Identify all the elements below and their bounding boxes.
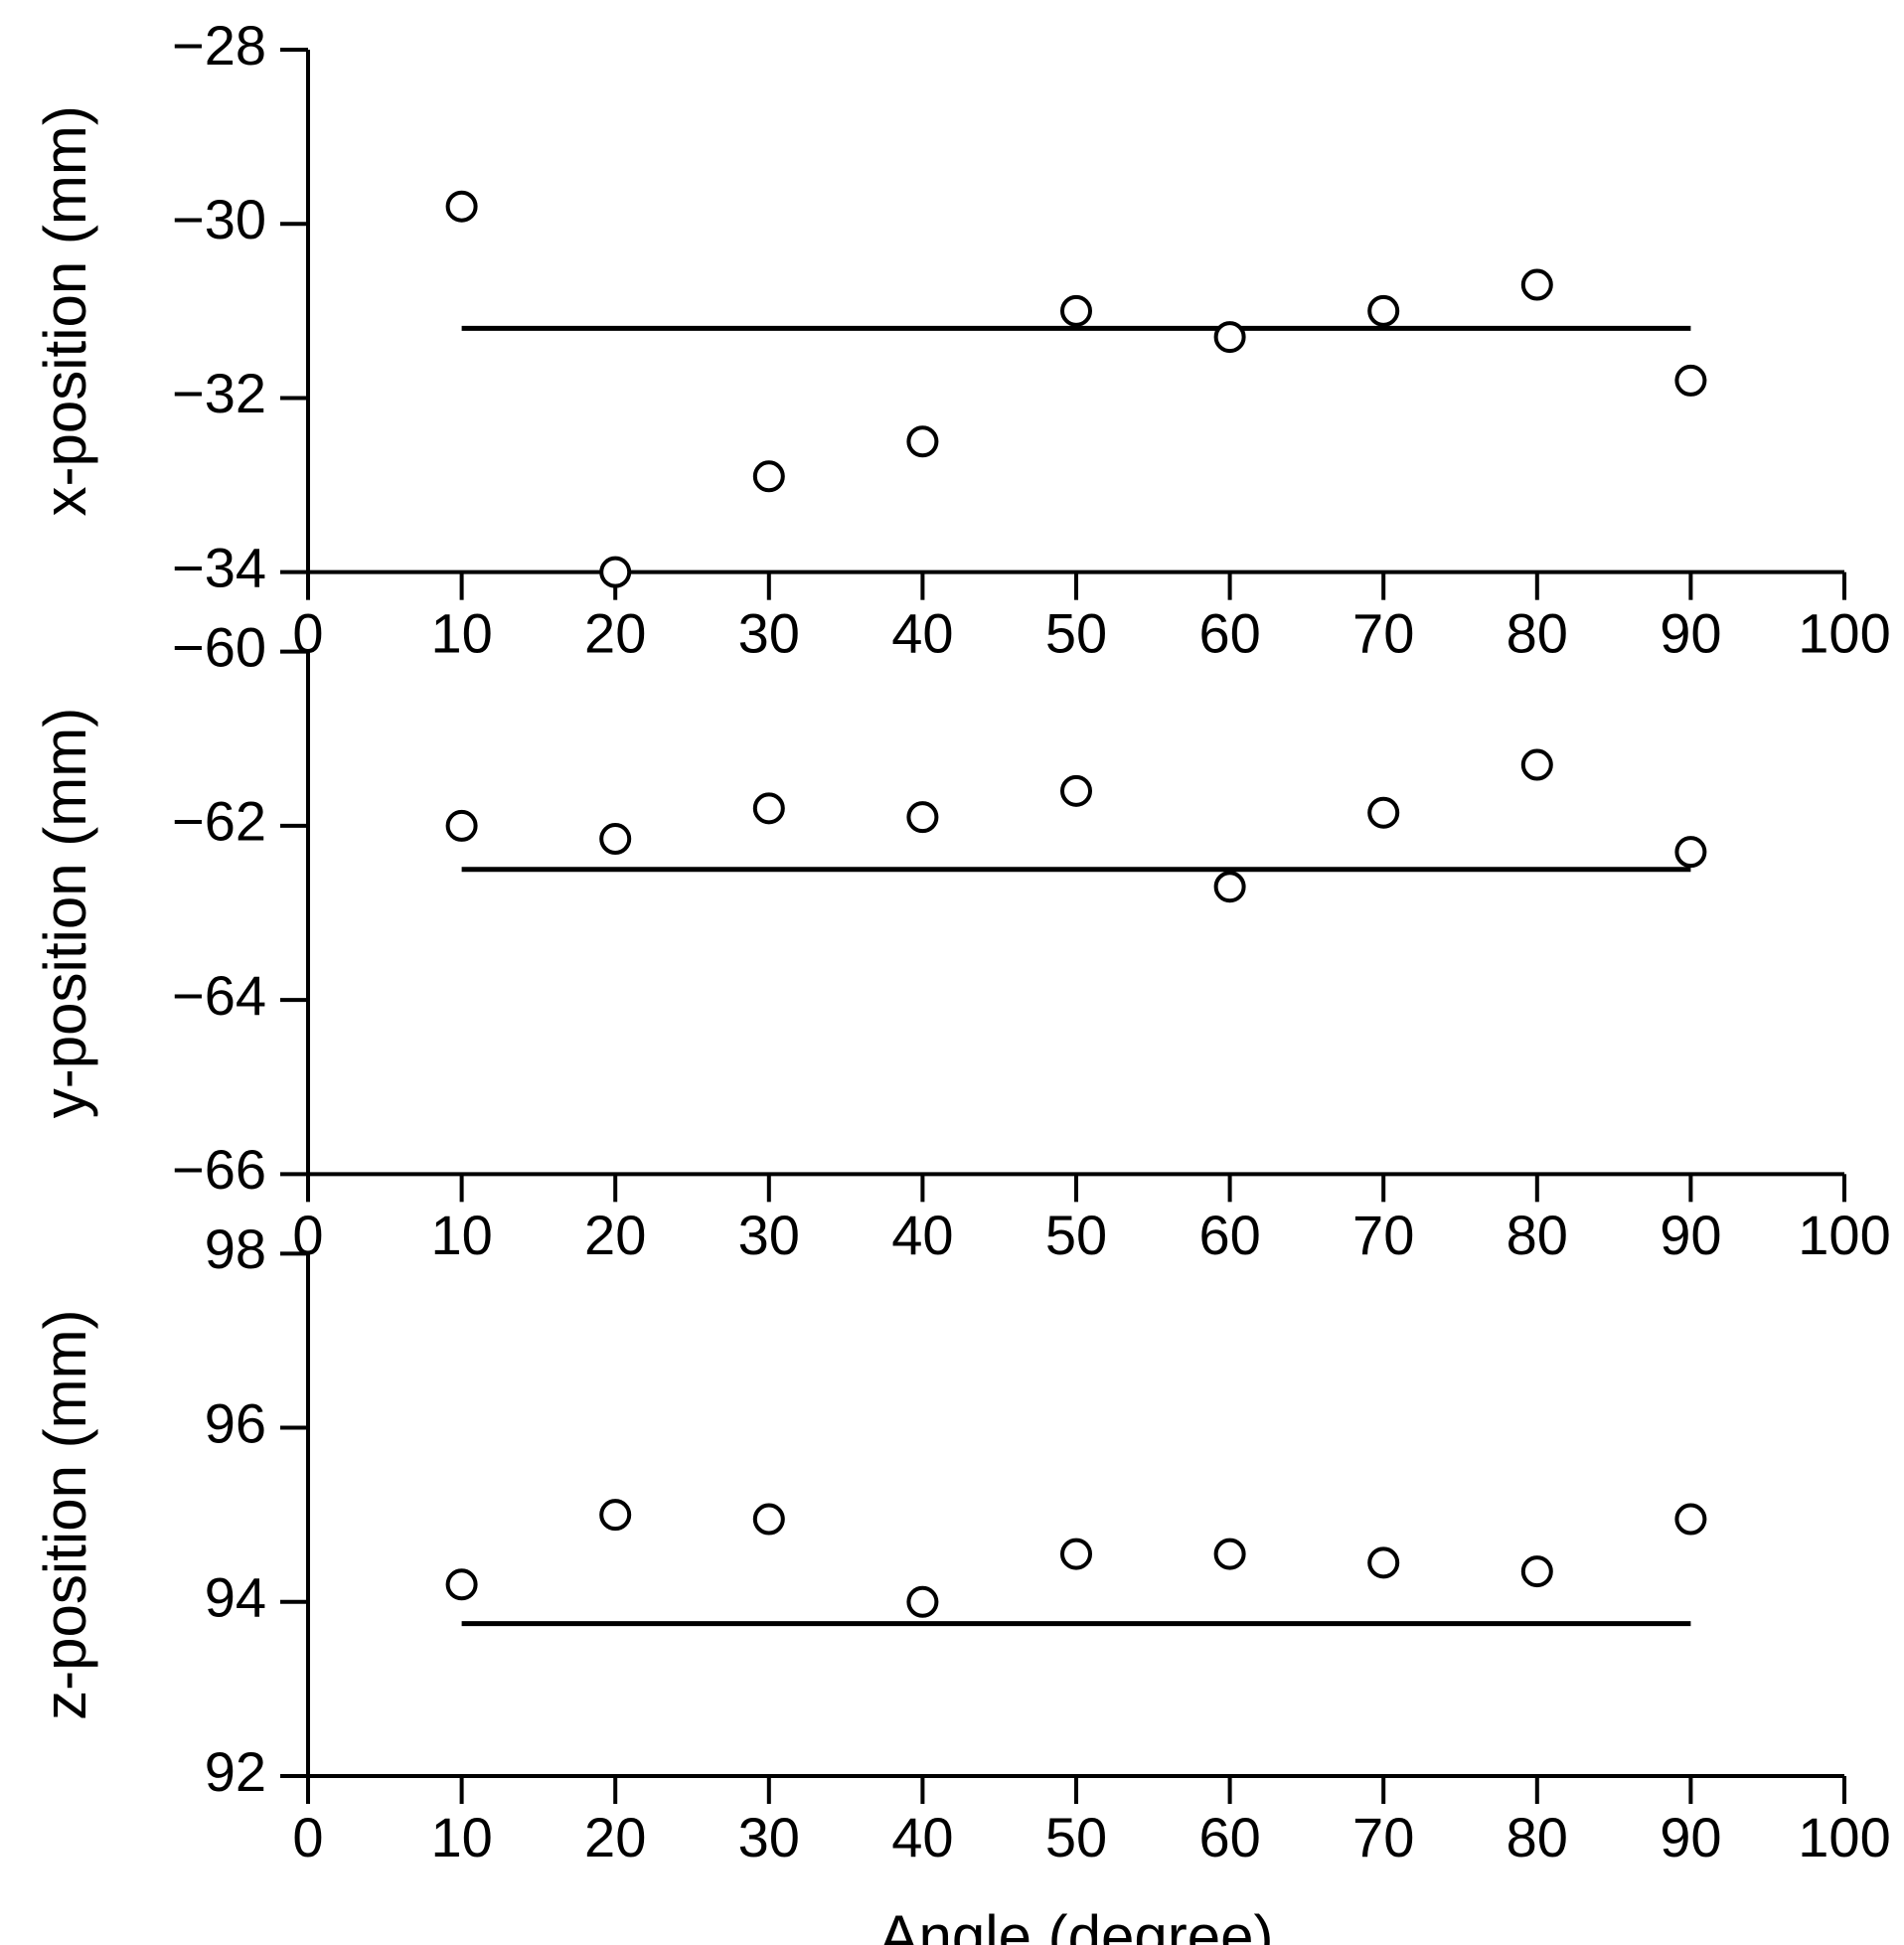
chart-svg: 0 10 20 30 40 50 60 70 80 90 100 −34 −32 −30 −28 x-posi… <box>0 0 1904 1945</box>
y-tick-label: 98 <box>205 1217 266 1280</box>
data-marker <box>601 559 629 586</box>
data-marker <box>1062 297 1090 325</box>
data-marker <box>1216 1540 1244 1568</box>
data-marker <box>448 193 476 221</box>
background <box>0 0 1904 1945</box>
x-tick-label: 10 <box>430 1806 492 1868</box>
data-marker <box>755 462 783 490</box>
data-marker <box>1676 838 1704 866</box>
data-marker <box>601 825 629 853</box>
x-tick-label: 100 <box>1798 1204 1890 1266</box>
x-tick-label: 20 <box>584 1806 646 1868</box>
x-tick-label: 50 <box>1045 601 1107 664</box>
data-marker <box>1676 367 1704 395</box>
data-marker <box>755 1506 783 1534</box>
y-tick-label: −28 <box>172 14 266 77</box>
y-axis-label: x-position (mm) <box>32 105 98 516</box>
data-marker <box>755 794 783 822</box>
data-marker <box>908 803 936 831</box>
x-tick-label: 70 <box>1352 1204 1414 1266</box>
y-tick-label: −34 <box>172 536 266 598</box>
x-tick-label: 40 <box>891 601 953 664</box>
x-tick-label: 80 <box>1507 1204 1568 1266</box>
x-tick-label: 70 <box>1352 1806 1414 1868</box>
x-tick-label: 90 <box>1660 1806 1721 1868</box>
data-marker <box>1523 1557 1551 1585</box>
x-tick-label: 50 <box>1045 1204 1107 1266</box>
y-tick-label: −30 <box>172 188 266 250</box>
x-tick-label: 60 <box>1198 1806 1260 1868</box>
y-tick-label: −62 <box>172 790 266 853</box>
x-tick-label: 20 <box>584 1204 646 1266</box>
x-tick-label: 100 <box>1798 1806 1890 1868</box>
y-tick-label: 92 <box>205 1740 266 1803</box>
x-tick-label: 70 <box>1352 601 1414 664</box>
x-tick-label: 30 <box>738 601 800 664</box>
data-marker <box>1369 297 1397 325</box>
data-marker <box>908 427 936 455</box>
y-axis-label: z-position (mm) <box>32 1309 98 1719</box>
x-tick-label: 60 <box>1198 1204 1260 1266</box>
x-tick-label: 90 <box>1660 1204 1721 1266</box>
x-tick-label: 30 <box>738 1806 800 1868</box>
x-tick-label: 80 <box>1507 1806 1568 1868</box>
y-tick-label: −32 <box>172 362 266 424</box>
data-marker <box>908 1588 936 1616</box>
x-tick-label: 100 <box>1798 601 1890 664</box>
data-marker <box>1369 799 1397 827</box>
x-tick-label: 60 <box>1198 601 1260 664</box>
x-tick-label: 20 <box>584 601 646 664</box>
data-marker <box>1216 873 1244 900</box>
x-tick-label: 90 <box>1660 601 1721 664</box>
x-tick-label: 80 <box>1507 601 1568 664</box>
y-axis-label: y-position (mm) <box>32 708 98 1118</box>
y-tick-label: −60 <box>172 615 266 678</box>
data-marker <box>601 1501 629 1529</box>
figure: 0 10 20 30 40 50 60 70 80 90 100 −34 −32 −30 −28 x-posi… <box>0 0 1904 1945</box>
x-tick-label: 30 <box>738 1204 800 1266</box>
x-tick-label: 50 <box>1045 1806 1107 1868</box>
x-tick-label: 10 <box>430 1204 492 1266</box>
data-marker <box>1369 1548 1397 1576</box>
x-tick-label: 10 <box>430 601 492 664</box>
y-tick-label: 94 <box>205 1566 266 1629</box>
x-tick-label: 40 <box>891 1806 953 1868</box>
data-marker <box>1523 751 1551 779</box>
y-tick-label: −66 <box>172 1138 266 1201</box>
x-tick-label: 0 <box>292 1806 323 1868</box>
x-axis-label: Angle (degree) <box>879 1903 1274 1945</box>
data-marker <box>1062 777 1090 805</box>
data-marker <box>1062 1540 1090 1568</box>
data-marker <box>1216 323 1244 351</box>
data-marker <box>448 812 476 840</box>
y-tick-label: 96 <box>205 1391 266 1454</box>
data-marker <box>1523 271 1551 299</box>
data-marker <box>448 1570 476 1598</box>
y-tick-label: −64 <box>172 964 266 1027</box>
data-marker <box>1676 1506 1704 1534</box>
x-tick-label: 40 <box>891 1204 953 1266</box>
